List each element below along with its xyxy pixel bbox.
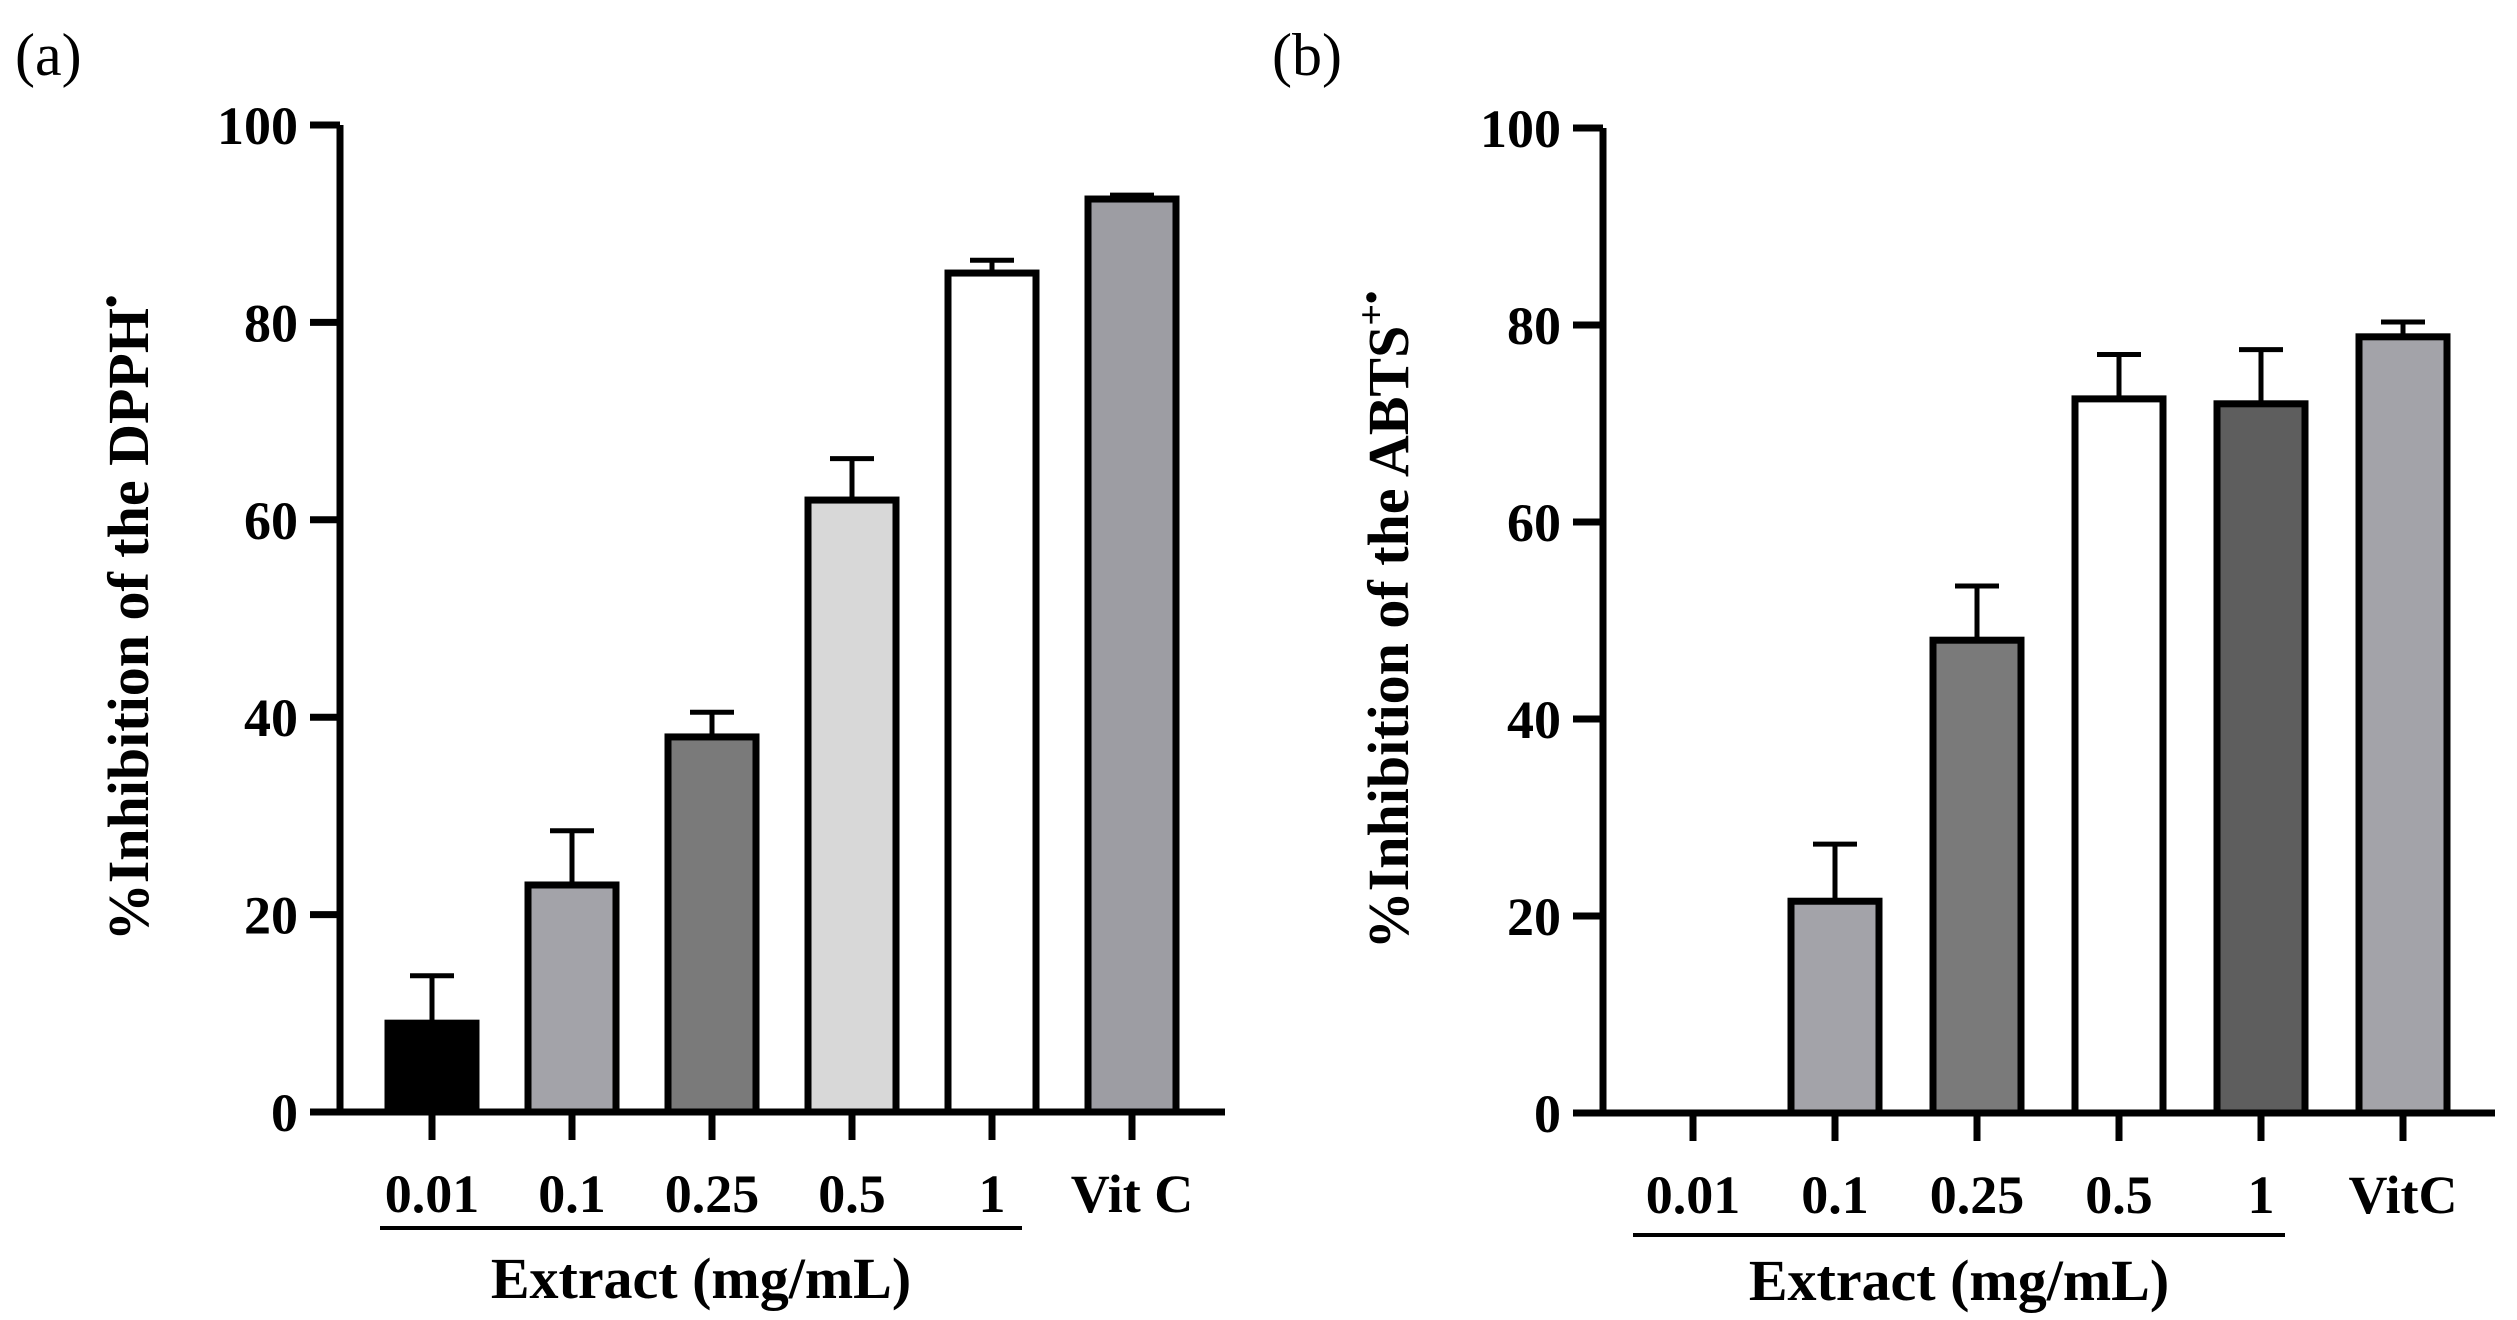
- y-tick-label: 80: [1507, 296, 1561, 356]
- bar: [2071, 395, 2167, 1117]
- y-tick-label: 60: [1507, 493, 1561, 553]
- x-tick-label: 0.25: [1930, 1165, 2025, 1225]
- y-tick-label: 0: [271, 1083, 298, 1143]
- y-axis-label-main: %Inhibition of the ABTS: [1356, 326, 1421, 950]
- x-axis-label: Extract (mg/mL): [491, 1246, 911, 1311]
- x-tick-label: 0.1: [1801, 1165, 1869, 1225]
- x-tick-label: 0.25: [665, 1164, 760, 1224]
- x-tick-label: 0.5: [818, 1164, 886, 1224]
- bar: [664, 733, 760, 1116]
- y-axis-label-superscript: +•: [1351, 291, 1393, 326]
- y-tick-label: 40: [244, 688, 298, 748]
- bar: [2355, 333, 2451, 1117]
- bar: [1929, 636, 2025, 1117]
- y-tick-label: 100: [217, 96, 298, 156]
- x-tick-label: 0.1: [538, 1164, 606, 1224]
- y-axis-label-superscript: •: [91, 295, 133, 308]
- x-axis-label: Extract (mg/mL): [1749, 1248, 2169, 1313]
- y-axis-label-main: %Inhibition of the DPPH: [96, 308, 161, 941]
- bar: [944, 269, 1040, 1116]
- y-tick-label: 40: [1507, 690, 1561, 750]
- panel-a: (a) 0 20 40 60 80 100 0.01 0.1 0.25 0.5 1 Vit C Extra…: [15, 22, 1225, 1311]
- bar: [804, 496, 900, 1116]
- x-tick-label: 0.5: [2085, 1165, 2153, 1225]
- bar: [2213, 400, 2309, 1117]
- x-tick-label: VitC: [2349, 1165, 2458, 1225]
- bar: [1787, 897, 1883, 1117]
- panel-label: (a): [15, 22, 82, 88]
- y-tick-label: 0: [1534, 1084, 1561, 1144]
- x-tick-label: Vit C: [1071, 1164, 1193, 1224]
- y-tick-label: 100: [1480, 99, 1561, 159]
- panel-b: (b) 0 20 40 60 80 100 0.01 0.1 0.25 0.5 1 VitC Extrac…: [1272, 22, 2495, 1313]
- x-tick-label: 1: [2248, 1165, 2275, 1225]
- x-tick-label: 0.01: [385, 1164, 480, 1224]
- x-tick-label: 0.01: [1646, 1165, 1741, 1225]
- y-axis-label: %Inhibition of the ABTS+•: [1351, 291, 1421, 950]
- bar: [524, 881, 620, 1116]
- y-tick-label: 20: [1507, 887, 1561, 947]
- panel-label: (b): [1272, 22, 1342, 88]
- y-tick-label: 80: [244, 293, 298, 353]
- y-tick-label: 60: [244, 491, 298, 551]
- y-axis-label: %Inhibition of the DPPH•: [91, 295, 161, 942]
- x-tick-label: 1: [979, 1164, 1006, 1224]
- bar: [1084, 195, 1180, 1116]
- bar: [384, 1019, 480, 1116]
- y-tick-label: 20: [244, 886, 298, 946]
